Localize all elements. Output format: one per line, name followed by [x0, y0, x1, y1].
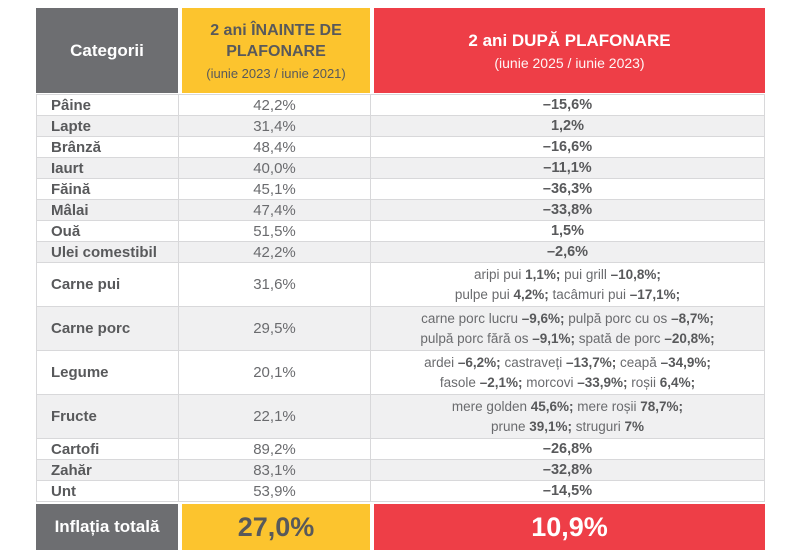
header-after-subtitle: (iunie 2025 / iunie 2023) [494, 55, 645, 71]
after-detail-line: fasole –2,1%; morcovi –33,9%; roșii 6,4%… [439, 374, 696, 390]
table-row: Fructe 22,1% mere golden 45,6%; mere roșii… [36, 394, 765, 438]
header-after-title: 2 ani DUPĂ PLAFONARE [468, 31, 671, 50]
after-detail-line: aripi pui 1,1%; pui grill –10,8%; [474, 267, 661, 282]
category-cell: Făină [37, 179, 179, 199]
header-before-subtitle: (iunie 2023 / iunie 2021) [206, 66, 346, 81]
header-after-capping-cell: 2 ani DUPĂ PLAFONARE (iunie 2025 / iunie… [374, 8, 765, 93]
after-detail-line: carne porc lucru –9,6%; pulpă porc cu os… [421, 311, 714, 326]
category-cell: Unt [37, 481, 179, 501]
table-row: Mâlai 47,4% –33,8% [36, 199, 765, 220]
after-value-cell: 1,5% [550, 223, 585, 239]
before-value-cell: 42,2% [179, 242, 371, 262]
table-row: Ulei comestibil 42,2% –2,6% [36, 241, 765, 262]
before-value-cell: 83,1% [179, 460, 371, 480]
after-value-cell: –33,8% [542, 202, 593, 218]
category-cell: Ulei comestibil [37, 242, 179, 262]
table-body: Pâine 42,2% –15,6% Lapte 31,4% 1,2% Brânză 48,4… [36, 94, 765, 502]
after-detail-line: pulpă porc fără os –9,1%; spată de porc … [420, 330, 715, 346]
after-value-cell: aripi pui 1,1%; pui grill –10,8%; pulpe p… [371, 263, 764, 306]
category-cell: Lapte [37, 116, 179, 136]
after-detail-line: mere golden 45,6%; mere roșii 78,7%; [451, 399, 684, 414]
category-cell: Carne pui [37, 263, 179, 306]
table-row: Legume 20,1% ardei –6,2%; castraveți –13,7… [36, 350, 765, 394]
before-value-cell: 89,2% [179, 439, 371, 459]
after-value-cell: –2,6% [546, 244, 589, 260]
after-detail-line: pulpe pui 4,2%; tacâmuri pui –17,1%; [454, 286, 681, 302]
table-row: Carne porc 29,5% carne porc lucru –9,6%; p… [36, 306, 765, 350]
category-cell: Ouă [37, 221, 179, 241]
table-row: Pâine 42,2% –15,6% [36, 94, 765, 115]
before-value-cell: 29,5% [179, 307, 371, 350]
before-value-cell: 45,1% [179, 179, 371, 199]
category-cell: Cartofi [37, 439, 179, 459]
after-value-cell: carne porc lucru –9,6%; pulpă porc cu os… [371, 307, 764, 350]
after-value-cell: –32,8% [542, 462, 593, 478]
header-before-capping-cell: 2 ani ÎNAINTE DE PLAFONARE (iunie 2023 /… [182, 8, 370, 93]
table-row: Lapte 31,4% 1,2% [36, 115, 765, 136]
category-cell: Mâlai [37, 200, 179, 220]
after-value-cell: –26,8% [542, 441, 593, 457]
after-detail-line: prune 39,1%; struguri 7% [490, 418, 645, 434]
after-value-cell: ardei –6,2%; castraveți –13,7%; ceapă –3… [371, 351, 764, 394]
after-value-cell: –36,3% [542, 181, 593, 197]
before-value-cell: 31,4% [179, 116, 371, 136]
before-value-cell: 20,1% [179, 351, 371, 394]
table-row: Zahăr 83,1% –32,8% [36, 459, 765, 480]
after-value-cell: –15,6% [542, 97, 593, 113]
before-value-cell: 47,4% [179, 200, 371, 220]
header-categories-cell: Categorii [36, 8, 178, 93]
footer-total-label: Inflația totală [36, 504, 178, 550]
inflation-table: Categorii 2 ani ÎNAINTE DE PLAFONARE (iu… [36, 8, 765, 550]
after-value-cell: –11,1% [543, 160, 592, 176]
table-row: Cartofi 89,2% –26,8% [36, 438, 765, 459]
after-detail-line: ardei –6,2%; castraveți –13,7%; ceapă –3… [424, 355, 711, 370]
before-value-cell: 42,2% [179, 95, 371, 115]
after-value-cell: –16,6% [542, 139, 593, 155]
before-value-cell: 40,0% [179, 158, 371, 178]
category-cell: Brânză [37, 137, 179, 157]
header-categories-label: Categorii [70, 40, 144, 60]
before-value-cell: 51,5% [179, 221, 371, 241]
before-value-cell: 53,9% [179, 481, 371, 501]
table-row: Făină 45,1% –36,3% [36, 178, 765, 199]
category-cell: Fructe [37, 395, 179, 438]
table-row: Brânză 48,4% –16,6% [36, 136, 765, 157]
before-value-cell: 48,4% [179, 137, 371, 157]
after-value-cell: 1,2% [550, 118, 585, 134]
category-cell: Carne porc [37, 307, 179, 350]
before-value-cell: 31,6% [179, 263, 371, 306]
table-row: Iaurt 40,0% –11,1% [36, 157, 765, 178]
before-value-cell: 22,1% [179, 395, 371, 438]
category-cell: Zahăr [37, 460, 179, 480]
footer-before-value: 27,0% [182, 504, 370, 550]
table-header: Categorii 2 ani ÎNAINTE DE PLAFONARE (iu… [36, 8, 765, 93]
category-cell: Legume [37, 351, 179, 394]
category-cell: Iaurt [37, 158, 179, 178]
table-row: Ouă 51,5% 1,5% [36, 220, 765, 241]
table-footer: Inflația totală 27,0% 10,9% [36, 504, 765, 550]
header-before-title: 2 ani ÎNAINTE DE PLAFONARE [210, 22, 342, 60]
table-row: Unt 53,9% –14,5% [36, 480, 765, 501]
table-row: Carne pui 31,6% aripi pui 1,1%; pui grill … [36, 262, 765, 306]
after-value-cell: –14,5% [542, 483, 593, 499]
footer-after-value: 10,9% [374, 504, 765, 550]
category-cell: Pâine [37, 95, 179, 115]
after-value-cell: mere golden 45,6%; mere roșii 78,7%; prun… [371, 395, 764, 438]
